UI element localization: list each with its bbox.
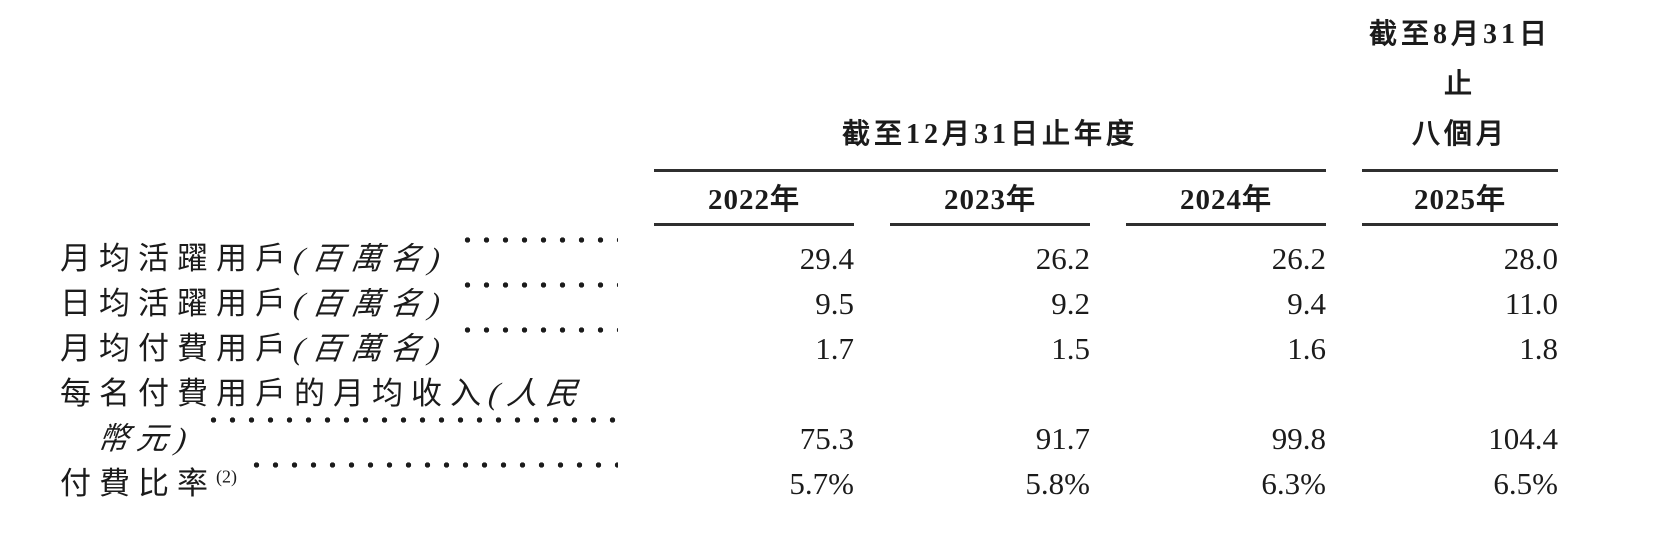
cell-value: 1.7	[815, 331, 854, 366]
row-label-mau: 月均活躍用戶 (百萬名)	[60, 236, 618, 281]
cell-value: 1.8	[1519, 331, 1558, 366]
table-header-groups: 截至12月31日止年度 截至8月31日止 八個月	[60, 10, 1668, 172]
header-year-2025: 2025年	[1362, 184, 1558, 226]
footnote-ref: (2)	[216, 466, 237, 487]
table-row-arppu: 每名付費用戶的月均收入 (人民 幣元) 75.3 91.7 99.8 104.4	[60, 371, 1668, 461]
row-label-paying-users: 月均付費用戶 (百萬名)	[60, 326, 618, 371]
header-year-2022: 2022年	[654, 184, 854, 226]
row-label-inner: 付費比率	[60, 466, 216, 501]
cell-value: 104.4	[1488, 421, 1558, 456]
cell-value: 99.8	[1271, 421, 1326, 456]
row-label-text: 日均活躍用戶	[60, 286, 294, 321]
cell-value: 75.3	[799, 421, 854, 456]
cell-value: 26.2	[1271, 241, 1326, 276]
header-group-interim-line1: 截至8月31日止	[1368, 19, 1551, 100]
header-year-2023: 2023年	[890, 184, 1090, 226]
table-row-mau: 月均活躍用戶 (百萬名) 29.4 26.2 26.2 28.0	[60, 236, 1668, 281]
table-row-paying-users: 月均付費用戶 (百萬名) 1.7 1.5 1.6 1.8	[60, 326, 1668, 371]
header-group-interim: 截至8月31日止 八個月	[1362, 10, 1558, 172]
cell-value: 26.2	[1035, 241, 1090, 276]
row-unit-text: (百萬名)	[291, 331, 451, 366]
header-group-annual: 截至12月31日止年度	[654, 110, 1326, 172]
table-row-dau: 日均活躍用戶 (百萬名) 9.5 9.2 9.4 11.0	[60, 281, 1668, 326]
dot-leader	[457, 326, 618, 371]
header-group-annual-label: 截至12月31日止年度	[841, 119, 1138, 150]
cell-value: 5.8%	[1025, 466, 1090, 501]
cell-value: 1.6	[1287, 331, 1326, 366]
row-unit-text-part1: (人民	[486, 376, 588, 411]
cell-value: 9.2	[1051, 286, 1090, 321]
row-label-text: 月均活躍用戶	[60, 241, 294, 276]
cell-value: 29.4	[799, 241, 854, 276]
row-unit-text: (百萬名)	[291, 241, 451, 276]
cell-value: 91.7	[1035, 421, 1090, 456]
operating-metrics-table: 截至12月31日止年度 截至8月31日止 八個月 2022年 2023年 202…	[60, 10, 1668, 506]
cell-value: 28.0	[1503, 241, 1558, 276]
cell-value: 1.5	[1051, 331, 1090, 366]
row-unit-text: (百萬名)	[291, 286, 451, 321]
row-unit-text-part2: 幣元)	[95, 421, 197, 456]
cell-value: 5.7%	[789, 466, 854, 501]
cell-value: 6.5%	[1493, 466, 1558, 501]
row-label-paying-ratio: 付費比率(2)	[60, 461, 618, 506]
cell-value: 6.3%	[1261, 466, 1326, 501]
row-label-text: 每名付費用戶的月均收入	[60, 376, 489, 411]
table-row-paying-ratio: 付費比率(2) 5.7% 5.8% 6.3% 6.5%	[60, 461, 1668, 506]
cell-value: 9.5	[815, 286, 854, 321]
header-year-2024: 2024年	[1126, 184, 1326, 226]
row-label-dau: 日均活躍用戶 (百萬名)	[60, 281, 618, 326]
header-group-interim-line2: 八個月	[1411, 119, 1508, 150]
row-label-text: 月均付費用戶	[60, 331, 294, 366]
table-header-years: 2022年 2023年 2024年 2025年	[60, 184, 1668, 226]
dot-leader	[457, 236, 618, 281]
cell-value: 11.0	[1504, 286, 1558, 321]
dot-leader	[204, 416, 618, 461]
cell-value: 9.4	[1287, 286, 1326, 321]
row-label-text: 付費比率(2)	[60, 461, 237, 506]
row-label-arppu: 每名付費用戶的月均收入 (人民 幣元)	[60, 371, 618, 461]
dot-leader	[246, 461, 618, 506]
table-body: 月均活躍用戶 (百萬名) 29.4 26.2 26.2 28.0 日均活躍用戶 (百…	[60, 236, 1668, 506]
dot-leader	[457, 281, 618, 326]
